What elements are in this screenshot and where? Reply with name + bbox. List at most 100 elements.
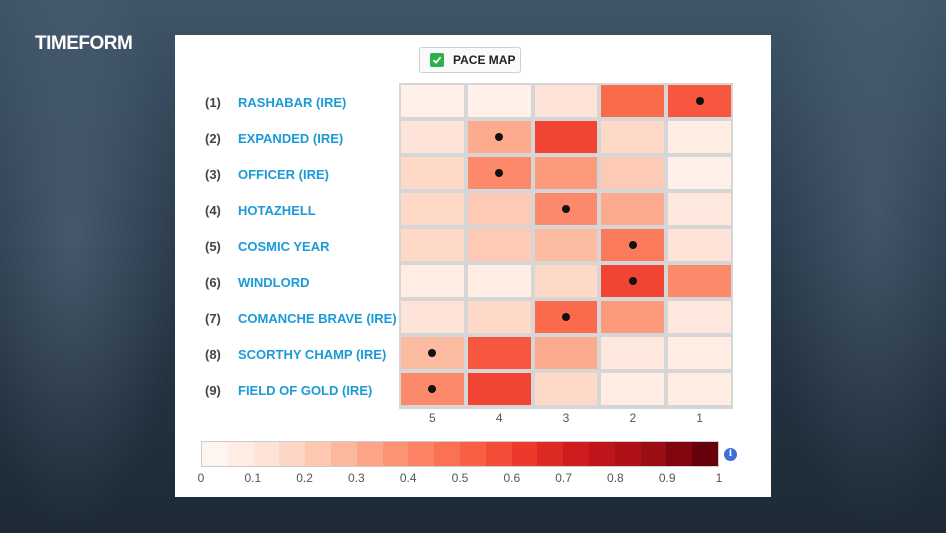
color-scale-tick: 0.2 <box>296 471 313 485</box>
heatmap-cell <box>401 265 464 297</box>
column-label: 1 <box>696 411 703 425</box>
heatmap-cell <box>601 121 665 153</box>
heatmap-cell <box>601 85 665 117</box>
runner-name-link[interactable]: FIELD OF GOLD (IRE) <box>238 383 373 398</box>
color-scale-segment <box>253 442 280 466</box>
predicted-position-marker <box>428 385 437 393</box>
runner-name-link[interactable]: WINDLORD <box>238 275 310 290</box>
info-icon[interactable]: i <box>724 448 737 461</box>
predicted-position-marker <box>695 97 704 105</box>
color-scale-tick: 1 <box>715 471 723 485</box>
timeform-logo: TIMEFORM <box>35 33 133 54</box>
runner-name-link[interactable]: COMANCHE BRAVE (IRE) <box>238 311 397 326</box>
color-scale-segment <box>511 442 538 466</box>
color-scale-segment <box>202 442 228 466</box>
pace-heatmap <box>399 83 733 409</box>
color-scale-segment <box>434 442 460 466</box>
heatmap-cell <box>534 157 598 189</box>
heatmap-cell <box>668 157 731 189</box>
runner-name-link[interactable]: SCORTHY CHAMP (IRE) <box>238 347 387 362</box>
heatmap-cell <box>534 229 598 261</box>
predicted-position-marker <box>562 205 570 213</box>
color-scale-segment <box>640 442 667 466</box>
heatmap-cell <box>601 193 665 225</box>
color-scale-segment <box>356 442 383 466</box>
runner-name-link[interactable]: OFFICER (IRE) <box>238 167 329 182</box>
heatmap-cell <box>668 265 731 297</box>
heatmap-cell <box>534 121 598 153</box>
heatmap-cell <box>467 265 531 297</box>
color-scale-segment <box>485 442 512 466</box>
heatmap-cell <box>534 85 598 117</box>
heatmap-cell <box>534 265 598 297</box>
runner-number: (5) <box>205 239 221 254</box>
runner-number: (6) <box>205 275 221 290</box>
heatmap-cell <box>534 337 598 369</box>
color-scale-segment <box>614 442 641 466</box>
runner-number: (1) <box>205 95 221 110</box>
color-scale <box>201 441 719 467</box>
heatmap-cell <box>668 373 731 405</box>
checkbox-checked-icon[interactable] <box>430 53 444 67</box>
heatmap-cell <box>668 301 731 333</box>
heatmap-cell <box>668 121 731 153</box>
heatmap-cell <box>401 121 464 153</box>
heatmap-cell <box>467 193 531 225</box>
color-scale-tick: 0.7 <box>555 471 572 485</box>
color-scale-segment <box>279 442 306 466</box>
pace-map-label: PACE MAP <box>453 53 516 67</box>
predicted-position-marker <box>628 241 637 249</box>
color-scale-segment <box>330 442 357 466</box>
runner-number: (3) <box>205 167 221 182</box>
runner-number: (4) <box>205 203 221 218</box>
pace-map-toggle[interactable]: PACE MAP <box>419 47 521 73</box>
heatmap-cell <box>534 373 598 405</box>
color-scale-segment <box>305 442 331 466</box>
column-label: 2 <box>629 411 637 425</box>
predicted-position-marker <box>428 349 437 357</box>
runner-name-link[interactable]: HOTAZHELL <box>238 203 316 218</box>
heatmap-cell <box>601 157 665 189</box>
heatmap-cell <box>601 337 665 369</box>
color-scale-segment <box>537 442 564 466</box>
color-scale-segment <box>382 442 409 466</box>
heatmap-cell <box>668 337 731 369</box>
color-scale-tick: 0.9 <box>658 471 676 485</box>
column-label: 3 <box>562 411 570 425</box>
color-scale-segment <box>588 442 615 466</box>
background-left <box>0 0 180 533</box>
heatmap-cell <box>467 229 531 261</box>
heatmap-cell <box>401 229 464 261</box>
heatmap-cell <box>601 373 665 405</box>
runner-number: (8) <box>205 347 221 362</box>
column-label: 4 <box>495 411 503 425</box>
heatmap-cell <box>467 337 531 369</box>
heatmap-cell <box>601 301 665 333</box>
predicted-position-marker <box>495 169 504 177</box>
predicted-position-marker <box>495 133 504 141</box>
color-scale-segment <box>227 442 254 466</box>
color-scale-segment <box>408 442 435 466</box>
runner-name-link[interactable]: COSMIC YEAR <box>238 239 330 254</box>
heatmap-cell <box>467 373 531 405</box>
heatmap-cell <box>467 85 531 117</box>
runner-name-link[interactable]: RASHABAR (IRE) <box>238 95 347 110</box>
heatmap-cell <box>668 229 731 261</box>
color-scale-tick: 0.4 <box>399 471 417 485</box>
predicted-position-marker <box>628 277 637 285</box>
heatmap-cell <box>401 85 464 117</box>
heatmap-cell <box>401 301 464 333</box>
runner-number: (7) <box>205 311 221 326</box>
color-scale-segment <box>563 442 589 466</box>
runner-number: (2) <box>205 131 221 146</box>
color-scale-tick: 0.1 <box>244 471 262 485</box>
runner-name-link[interactable]: EXPANDED (IRE) <box>238 131 344 146</box>
heatmap-cell <box>668 193 731 225</box>
heatmap-cell <box>401 157 464 189</box>
color-scale-segment <box>666 442 693 466</box>
column-label: 5 <box>429 411 436 425</box>
color-scale-tick: 0.5 <box>451 471 469 485</box>
color-scale-tick: 0.3 <box>348 471 365 485</box>
color-scale-segment <box>459 442 486 466</box>
color-scale-segment <box>692 442 718 466</box>
